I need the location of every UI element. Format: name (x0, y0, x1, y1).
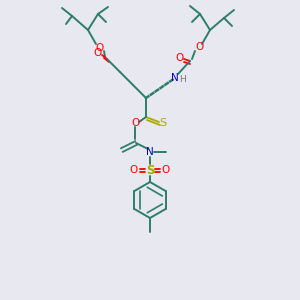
Text: O: O (175, 53, 183, 63)
Text: O: O (93, 48, 101, 58)
Text: O: O (95, 43, 103, 53)
Text: O: O (195, 42, 203, 52)
Text: N: N (171, 73, 179, 83)
Text: S: S (146, 164, 154, 176)
Text: O: O (130, 165, 138, 175)
Text: O: O (162, 165, 170, 175)
Text: N: N (146, 147, 154, 157)
Text: S: S (159, 118, 167, 128)
Text: H: H (180, 76, 186, 85)
Text: O: O (131, 118, 139, 128)
